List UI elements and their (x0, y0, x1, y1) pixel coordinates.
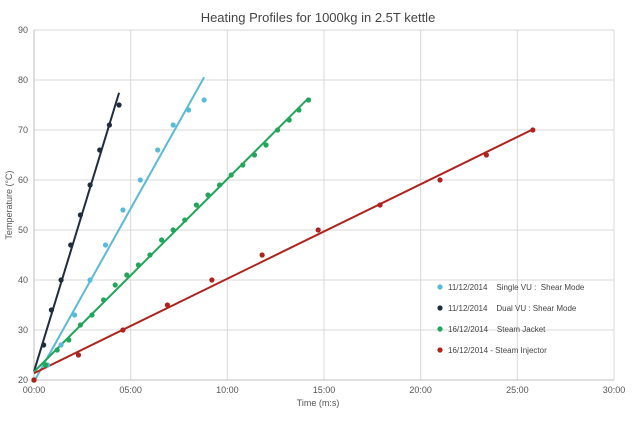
data-point-series-3 (296, 107, 302, 113)
data-point-series-3 (77, 322, 83, 328)
x-axis-label: Time (m:s) (297, 398, 340, 408)
data-point-series-3 (112, 282, 118, 288)
y-tick-label: 30 (18, 325, 28, 335)
data-point-series-3 (159, 237, 165, 243)
data-point-series-3 (240, 162, 246, 168)
data-point-series-1 (170, 122, 176, 128)
data-point-series-3 (275, 127, 281, 133)
data-point-series-1 (87, 277, 93, 283)
x-tick-label: 05:00 (119, 385, 142, 395)
data-point-series-4 (377, 202, 383, 208)
y-tick-label: 90 (18, 25, 28, 35)
data-point-series-4 (164, 302, 170, 308)
data-point-series-4 (315, 227, 321, 233)
legend-label-series-4: 16/12/2014 - Steam Injector (448, 346, 547, 355)
data-point-series-1 (186, 107, 192, 113)
x-tick-label: 15:00 (313, 385, 336, 395)
data-point-series-3 (182, 217, 188, 223)
y-tick-label: 80 (18, 75, 28, 85)
axes: 20 30 40 50 60 70 80 90 00:00 05:00 10:00 15:00 20:0… (18, 25, 625, 395)
data-point-series-3 (251, 152, 257, 158)
trendlines (33, 76, 534, 383)
data-point-series-2 (97, 147, 103, 153)
legend-marker-series-2 (437, 305, 443, 311)
y-tick-label: 50 (18, 225, 28, 235)
data-point-series-4 (483, 152, 489, 158)
x-tick-label: 10:00 (216, 385, 239, 395)
data-point-series-3 (217, 182, 223, 188)
data-point-series-2 (68, 242, 74, 248)
legend: 11/12/2014 Single VU : Shear Mode 11/12/2… (437, 283, 585, 355)
data-point-series-2 (48, 307, 55, 313)
chart-title: Heating Profiles for 1000kg in 2.5T kett… (201, 10, 436, 25)
grid (34, 29, 615, 380)
trendline-series-2 (33, 92, 121, 372)
x-tick-label: 00:00 (23, 385, 46, 395)
data-point-series-2 (106, 122, 112, 128)
data-point-series-3 (305, 97, 312, 103)
data-point-series-4 (209, 277, 215, 283)
data-point-series-4 (120, 327, 126, 333)
data-point-series-4 (31, 377, 37, 383)
data-point-series-3 (205, 192, 211, 198)
data-point-series-1 (137, 177, 143, 183)
legend-marker-series-3 (437, 326, 443, 332)
data-point-series-3 (43, 362, 49, 368)
data-point-series-3 (193, 202, 199, 208)
data-point-series-1 (120, 207, 126, 213)
data-point-series-3 (54, 347, 60, 353)
data-point-series-1 (155, 147, 161, 153)
data-point-series-2 (116, 102, 122, 108)
data-point-series-3 (147, 252, 153, 258)
data-point-series-3 (170, 227, 176, 233)
data-point-series-3 (263, 142, 269, 148)
data-point-series-2 (58, 277, 64, 283)
legend-label-series-2: 11/12/2014 Dual VU : Shear Mode (448, 304, 577, 313)
data-points (31, 97, 536, 383)
y-tick-label: 20 (18, 375, 28, 385)
data-point-series-4 (259, 252, 265, 258)
data-point-series-3 (89, 312, 95, 318)
y-tick-label: 40 (18, 275, 28, 285)
legend-marker-series-1 (437, 284, 443, 290)
data-point-series-3 (124, 272, 130, 278)
y-tick-label: 60 (18, 175, 28, 185)
data-point-series-2 (87, 182, 93, 188)
legend-label-series-1: 11/12/2014 Single VU : Shear Mode (448, 283, 585, 292)
data-point-series-4 (75, 352, 82, 358)
data-point-series-2 (41, 342, 47, 348)
data-point-series-1 (102, 242, 109, 248)
data-point-series-4 (530, 127, 536, 133)
y-axis-label: Temperature (°C) (4, 170, 14, 239)
x-tick-label: 20:00 (409, 385, 432, 395)
data-point-series-3 (286, 117, 292, 123)
x-tick-label: 30:00 (603, 385, 626, 395)
data-point-series-3 (228, 172, 234, 178)
trendline-series-4 (33, 128, 534, 375)
data-point-series-1 (72, 312, 78, 318)
data-point-series-1 (201, 97, 207, 103)
data-point-series-1 (58, 342, 64, 348)
trendline-series-1 (33, 76, 206, 383)
data-point-series-3 (101, 297, 107, 303)
data-point-series-4 (437, 177, 443, 183)
data-point-series-3 (135, 262, 141, 268)
legend-marker-series-4 (437, 347, 443, 353)
data-point-series-2 (77, 212, 83, 218)
data-point-series-3 (66, 337, 72, 343)
y-tick-label: 70 (18, 125, 28, 135)
x-tick-label: 25:00 (506, 385, 529, 395)
legend-label-series-3: 16/12/2014 Steam Jacket (448, 325, 546, 334)
